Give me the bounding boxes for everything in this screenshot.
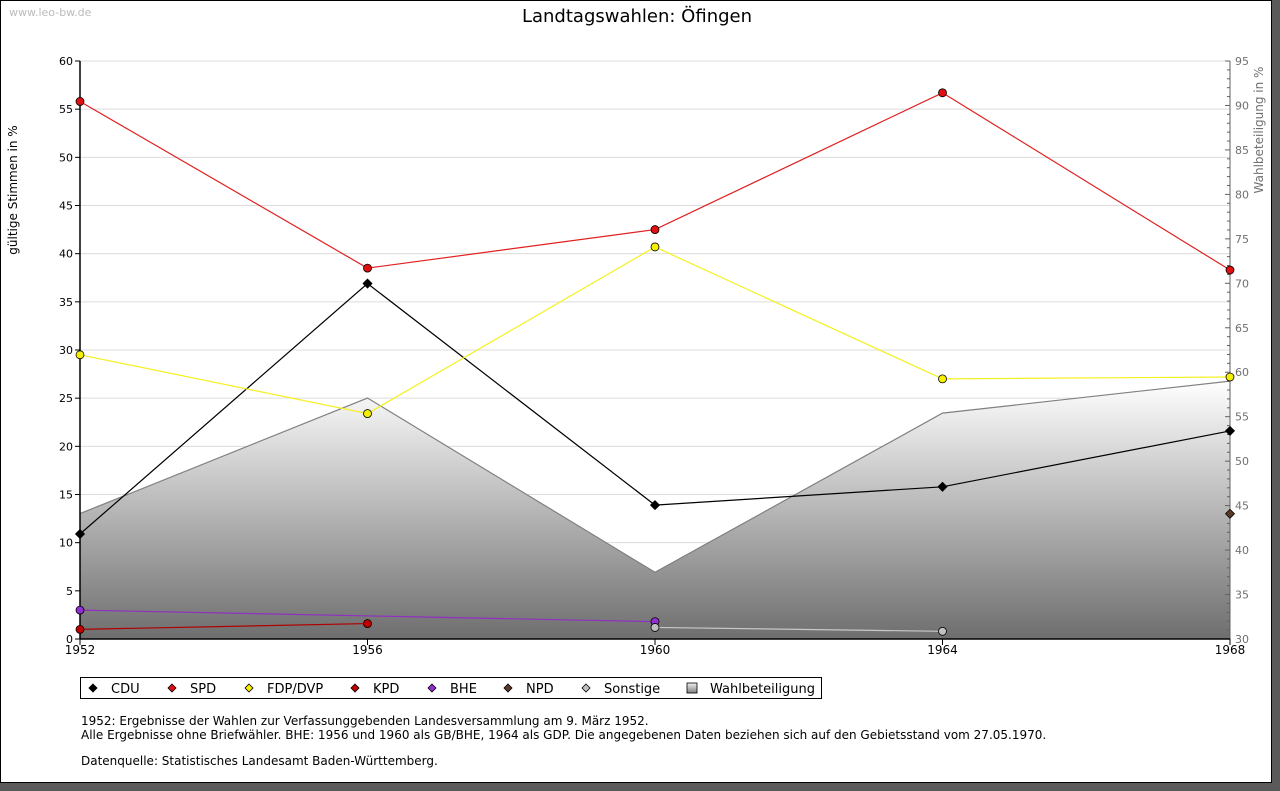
- legend-swatch-spd: [167, 683, 177, 693]
- x-tick-label: 1964: [927, 643, 958, 657]
- y2-tick-label: 40: [1235, 544, 1249, 557]
- y-tick-label: 55: [59, 103, 73, 116]
- line-kpd: [79, 622, 368, 630]
- point-spd: [75, 97, 85, 106]
- line-fdp-dvp: [79, 246, 1231, 415]
- point-spd: [363, 263, 372, 273]
- legend-swatch-fdp-dvp: [244, 683, 254, 693]
- note-source: Datenquelle: Statistisches Landesamt Bad…: [81, 754, 438, 768]
- point-bhe: [75, 605, 85, 615]
- point-kpd: [363, 619, 372, 628]
- y2-tick-label: 95: [1235, 55, 1249, 68]
- legend: CDU SPD FDP/DVP KPD BHE NPD Sonstige Wahlbeteil…: [80, 677, 822, 699]
- point-sonstige: [650, 623, 660, 632]
- point-sonstige: [938, 626, 947, 636]
- y-tick-label: 45: [59, 200, 73, 213]
- point-npd: [1224, 508, 1236, 519]
- point-fdp-dvp: [75, 350, 85, 360]
- x-tick-label: 1956: [352, 643, 383, 657]
- point-spd: [1225, 265, 1235, 275]
- point-cdu: [937, 481, 948, 492]
- legend-label-sonstige: Sonstige: [604, 682, 660, 697]
- y-tick-label: 35: [59, 296, 73, 309]
- y2-tick-label: 70: [1235, 277, 1249, 290]
- legend-swatch-npd: [503, 683, 513, 693]
- point-cdu: [74, 528, 86, 540]
- y2-tick-label: 60: [1235, 366, 1249, 379]
- note-line-2: Alle Ergebnisse ohne Briefwähler. BHE: 1…: [81, 728, 1047, 742]
- line-sonstige: [654, 626, 943, 632]
- x-tick-label: 1968: [1215, 643, 1246, 657]
- y-tick-label: 60: [59, 55, 73, 68]
- point-fdp-dvp: [1225, 372, 1235, 382]
- legend-swatch-kpd: [350, 683, 360, 693]
- point-fdp-dvp: [938, 374, 947, 384]
- y2-tick-label: 75: [1235, 233, 1249, 246]
- legend-label-wahlbeteiligung: Wahlbeteiligung: [710, 682, 815, 697]
- legend-label-fdp-dvp: FDP/DVP: [267, 682, 323, 697]
- y2-tick-label: 55: [1235, 411, 1249, 424]
- legend-label-spd: SPD: [190, 682, 216, 697]
- y-tick-label: 40: [59, 248, 73, 261]
- point-spd: [938, 88, 947, 98]
- area-layer: [79, 380, 1231, 639]
- y-tick-label: 50: [59, 151, 73, 164]
- y2-axis-label: Wahlbeteiligung in %: [1252, 67, 1266, 194]
- line-bhe: [79, 609, 656, 623]
- x-tick-label: 1952: [65, 643, 96, 657]
- series-markers: [74, 88, 1236, 636]
- y2-tick-label: 65: [1235, 322, 1249, 335]
- y-tick-label: 30: [59, 344, 73, 357]
- y-tick-label: 25: [59, 392, 73, 405]
- legend-swatch-cdu: [88, 683, 98, 693]
- axes: 0 5 10 15 20 25 30 35 40 45 50 55 60 gültige Stimmen …: [6, 55, 1266, 657]
- chart-title: Landtagswahlen: Öfingen: [521, 6, 753, 27]
- y-axis-label: gültige Stimmen in %: [6, 125, 20, 254]
- legend-swatch-bhe: [427, 683, 437, 693]
- area-wahlbeteiligung: [80, 381, 1230, 639]
- point-kpd: [75, 624, 85, 634]
- y-tick-label: 0: [66, 633, 73, 646]
- y-tick-label: 20: [59, 440, 73, 453]
- y2-tick-label: 45: [1235, 500, 1249, 513]
- legend-label-cdu: CDU: [111, 682, 140, 697]
- point-cdu: [362, 278, 373, 289]
- y-tick-label: 10: [59, 537, 73, 550]
- watermark: www.leo-bw.de: [9, 6, 92, 19]
- legend-label-bhe: BHE: [450, 682, 477, 697]
- y-tick-label: 5: [66, 585, 73, 598]
- legend-swatch-sonstige: [581, 683, 591, 693]
- point-spd: [650, 225, 660, 234]
- point-cdu: [1224, 425, 1236, 436]
- y2-tick-label: 85: [1235, 144, 1249, 157]
- point-cdu: [649, 500, 661, 511]
- legend-label-npd: NPD: [526, 682, 554, 697]
- x-tick-label: 1960: [640, 643, 671, 657]
- y2-tick-label: 50: [1235, 455, 1249, 468]
- point-fdp-dvp: [650, 242, 660, 252]
- y2-tick-label: 30: [1235, 633, 1249, 646]
- y2-tick-label: 35: [1235, 589, 1249, 602]
- area-wahlbeteiligung-outline: [79, 380, 1231, 574]
- note-line-1: 1952: Ergebnisse der Wahlen zur Verfassu…: [81, 714, 649, 728]
- y2-tick-label: 80: [1235, 188, 1249, 201]
- y-tick-label: 15: [59, 489, 73, 502]
- legend-label-kpd: KPD: [373, 682, 399, 697]
- legend-box: [80, 677, 822, 699]
- point-fdp-dvp: [363, 409, 372, 418]
- y2-tick-label: 90: [1235, 99, 1249, 112]
- legend-swatch-wahlbeteiligung: [686, 682, 698, 694]
